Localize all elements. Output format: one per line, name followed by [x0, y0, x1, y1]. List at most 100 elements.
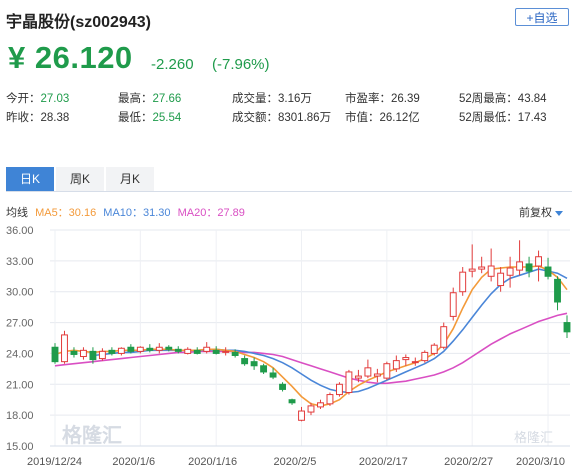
candle-body [430, 344, 438, 354]
candle-body [155, 346, 163, 351]
price-change: -2.260 [151, 56, 194, 73]
stat-label: 昨收： [6, 112, 41, 124]
candle-body [525, 263, 533, 272]
price-change-pct: (-7.96%) [212, 56, 270, 73]
candle-body [61, 334, 68, 363]
tab-weekly[interactable]: 周K [56, 167, 104, 191]
candle-body [402, 357, 410, 361]
stat-value: 26.39 [391, 93, 420, 105]
candle-body [478, 266, 486, 270]
stat-9: 52周最低：17.43 [459, 109, 547, 125]
stat-label: 最低： [118, 112, 153, 124]
candle-body [231, 351, 239, 356]
stat-value: 8301.86万 [278, 112, 332, 124]
stat-8: 市值：26.12亿 [345, 109, 420, 125]
candle-body [288, 399, 296, 404]
candle-body [222, 350, 230, 353]
candle-body [459, 271, 467, 293]
y-tick-label: 27.00 [6, 318, 34, 330]
y-tick-label: 24.00 [6, 348, 34, 360]
candle-body [440, 326, 448, 348]
candle-body [487, 265, 495, 277]
candle-body [174, 348, 182, 352]
x-tick-label: 2020/3/10 [516, 456, 565, 468]
stat-7: 成交额：8301.86万 [232, 109, 331, 125]
legend-ma10: MA10：31.30 [103, 207, 171, 219]
stat-value: 26.12亿 [379, 112, 420, 124]
ma20-line [54, 312, 568, 385]
candle-body [298, 410, 305, 421]
y-tick-label: 36.00 [6, 225, 34, 237]
candle-body [108, 349, 116, 354]
ma10-line [92, 268, 568, 394]
stat-value: 3.16万 [278, 93, 312, 105]
stat-label: 成交额： [232, 112, 278, 124]
tab-daily[interactable]: 日K [6, 167, 54, 191]
stat-label: 52周最低： [459, 112, 518, 124]
candle-body [203, 346, 211, 352]
chevron-down-icon [555, 210, 563, 216]
candle-body [516, 261, 524, 271]
x-tick-label: 2020/2/17 [359, 456, 408, 468]
candle-body [250, 361, 258, 367]
candle-body [563, 322, 571, 333]
candle-body [364, 367, 372, 377]
current-price: ¥ 26.120 [8, 40, 133, 75]
candle-body [89, 350, 97, 361]
candle-body [136, 346, 144, 352]
candle-body [544, 266, 552, 277]
candle-body [411, 361, 419, 364]
stat-value: 27.03 [40, 93, 70, 105]
x-tick-label: 2020/2/27 [444, 456, 493, 468]
candle-body [146, 347, 154, 351]
stat-4: 52周最高：43.84 [459, 90, 547, 106]
candle-body [449, 292, 457, 317]
stock-title: 宇晶股份(sz002943) [6, 14, 151, 31]
stat-value: 27.66 [152, 93, 182, 105]
x-tick-label: 2019/12/24 [27, 456, 82, 468]
y-tick-label: 30.00 [6, 287, 34, 299]
legend-base: 均线 [6, 207, 28, 219]
y-tick-label: 21.00 [6, 379, 34, 391]
adjust-dropdown[interactable]: 前复权 [519, 204, 563, 220]
stat-label: 成交量： [232, 93, 278, 105]
candle-body [506, 267, 514, 276]
y-tick-label: 15.00 [6, 441, 34, 453]
candle-body [392, 360, 400, 370]
stat-value: 43.84 [517, 93, 547, 105]
tab-monthly[interactable]: 月K [106, 167, 154, 191]
candle-body [260, 365, 268, 373]
watermark-text: 格隆汇 [62, 423, 122, 447]
candle-body [117, 347, 125, 354]
candle-body [354, 375, 362, 379]
watermark-text: 格隆汇 [514, 430, 553, 446]
candle-body [98, 350, 106, 360]
period-tabs: 日K 周K 月K [6, 167, 156, 191]
candle-body [127, 346, 135, 352]
y-tick-label: 18.00 [6, 410, 34, 422]
stat-3: 市盈率：26.39 [345, 90, 420, 106]
candle-body [269, 372, 277, 378]
stat-5: 昨收：28.38 [6, 109, 69, 125]
candle-body [193, 349, 201, 354]
candle-body [241, 358, 249, 365]
candle-body [554, 278, 561, 303]
stat-label: 今开： [6, 93, 41, 105]
candle-body [184, 348, 192, 354]
stat-value: 25.54 [152, 112, 182, 124]
add-watchlist-button[interactable]: +自选 [515, 8, 569, 26]
legend-ma5: MA5：30.16 [35, 207, 97, 219]
candle-body [383, 363, 391, 379]
x-tick-label: 2020/2/5 [274, 456, 317, 468]
y-tick-label: 33.00 [6, 256, 34, 268]
candle-body [317, 402, 324, 408]
stat-0: 今开：27.03 [6, 90, 69, 106]
candle-body [51, 346, 59, 363]
stat-label: 52周最高： [459, 93, 518, 105]
candle-body [421, 351, 429, 362]
candle-body [307, 405, 315, 413]
candle-body [279, 383, 286, 390]
stat-label: 最高： [118, 93, 153, 105]
ma5-line [54, 265, 568, 407]
